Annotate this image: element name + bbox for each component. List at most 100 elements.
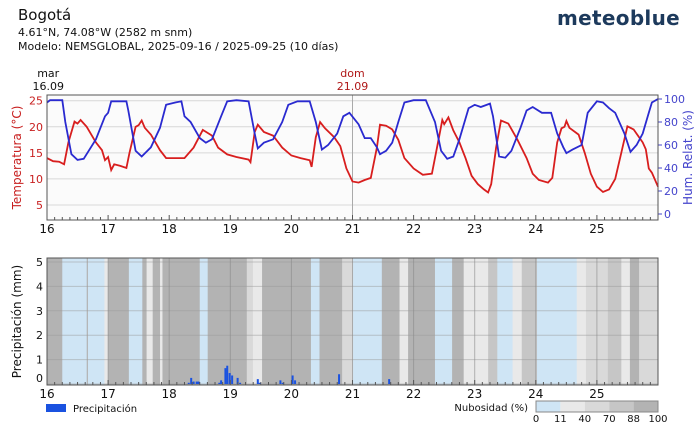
cloud-band	[488, 258, 498, 385]
cloud-legend-swatch	[584, 401, 610, 412]
x-tick-label: 20	[284, 222, 299, 236]
location-coordinates: 4.61°N, 74.08°W (2582 m snm)	[18, 26, 193, 39]
cloud-legend-level: 88	[627, 414, 640, 425]
x-tick-label: 21	[345, 222, 360, 236]
hum-tick-label: 60	[664, 139, 678, 152]
precip-tick-label: 2	[36, 329, 43, 342]
cloud-band	[381, 258, 401, 385]
precip-bar	[218, 382, 221, 384]
cloud-band	[108, 258, 130, 385]
cloud-band	[207, 258, 248, 385]
precip-tick-label: 3	[36, 305, 43, 318]
precip-bar	[187, 382, 190, 384]
cloud-band	[47, 258, 63, 385]
x-tick-label: 22	[406, 387, 421, 401]
precip-bar	[281, 382, 284, 384]
cloud-band	[262, 258, 312, 385]
cloud-band	[607, 258, 622, 385]
temp-tick-label: 10	[29, 173, 43, 186]
model-info: Modelo: NEMSGLOBAL, 2025-09-16 / 2025-09…	[18, 40, 339, 53]
cloud-band	[104, 258, 109, 385]
cloud-band	[62, 258, 88, 385]
precip-bar	[197, 381, 200, 384]
cloud-band	[86, 258, 89, 385]
x-tick-label: 22	[406, 222, 421, 236]
precip-bar	[294, 380, 297, 384]
x-tick-label: 18	[162, 387, 177, 401]
cloud-band	[463, 258, 489, 385]
precip-bar	[220, 380, 223, 384]
hum-tick-label: 0	[664, 208, 671, 221]
cloud-band	[152, 258, 161, 385]
x-tick-label: 20	[284, 387, 299, 401]
meteoblue-logo[interactable]: meteoblue	[557, 6, 680, 30]
precip-tick-label: 4	[36, 280, 43, 293]
temp-tick-label: 20	[29, 121, 43, 134]
cloud-band	[621, 258, 631, 385]
precip-bar	[195, 381, 198, 384]
cloud-band	[246, 258, 254, 385]
cloud-legend-level: 11	[554, 414, 567, 425]
x-tick-label: 16	[39, 222, 54, 236]
cloud-band	[310, 258, 321, 385]
cloud-band	[160, 258, 163, 385]
cloud-band	[87, 258, 105, 385]
cloud-band	[512, 258, 523, 385]
precip-bar	[291, 375, 294, 384]
temp-tick-label: 25	[29, 95, 43, 108]
precip-bar	[258, 382, 261, 384]
cloud-legend-swatch	[560, 401, 585, 412]
day-marker-date: 21.09	[337, 80, 369, 93]
x-tick-label: 19	[223, 222, 238, 236]
cloud-band	[162, 258, 201, 385]
hum-tick-label: 20	[664, 185, 678, 198]
cloud-legend-level: 100	[648, 414, 667, 425]
cloud-band	[576, 258, 587, 385]
x-tick-label: 19	[223, 387, 238, 401]
precip-legend-label: Precipitación	[73, 403, 137, 415]
precip-tick-label: 0	[36, 372, 43, 385]
cloud-band	[353, 258, 383, 385]
precip-bar	[338, 374, 341, 384]
x-tick-label: 21	[345, 387, 360, 401]
hum-tick-label: 80	[664, 116, 678, 129]
precip-bar	[388, 379, 391, 384]
precip-bar	[190, 377, 193, 384]
humidity-line	[46, 98, 659, 161]
precip-bar	[226, 365, 229, 384]
temperature-axis-label: Temperatura (°C)	[10, 106, 24, 211]
x-tick-label: 25	[589, 222, 604, 236]
precip-bar	[239, 382, 242, 384]
precipitation-axis-label: Precipitación (mm)	[10, 265, 24, 378]
hum-tick-label: 100	[664, 93, 685, 106]
cloud-legend-level: 40	[578, 414, 591, 425]
day-marker-date: 16.09	[32, 80, 64, 93]
day-marker-weekday: dom	[340, 67, 364, 80]
x-tick-label: 23	[467, 222, 482, 236]
precip-bar	[256, 379, 259, 384]
temp-tick-label: 15	[29, 147, 43, 160]
temperature-line	[46, 115, 659, 194]
cloud-band	[199, 258, 209, 385]
cloud-legend-frame	[535, 400, 659, 413]
precip-bar	[279, 380, 282, 384]
cloud-band	[497, 258, 514, 385]
precip-bar	[231, 375, 234, 384]
precip-tick-label: 5	[36, 256, 43, 269]
cloud-legend-swatch	[609, 401, 634, 412]
cloud-band	[146, 258, 154, 385]
x-tick-label: 23	[467, 387, 482, 401]
precip-legend-swatch	[46, 404, 66, 412]
x-tick-label: 17	[100, 222, 115, 236]
cloud-legend-level: 0	[533, 414, 539, 425]
cloud-band	[452, 258, 465, 385]
cloud-band	[521, 258, 538, 385]
cloud-band	[434, 258, 453, 385]
precip-tick-label: 1	[36, 354, 43, 367]
x-tick-label: 24	[528, 222, 543, 236]
hum-tick-label: 40	[664, 162, 678, 175]
cloud-band	[399, 258, 409, 385]
x-tick-label: 25	[589, 387, 604, 401]
cloud-legend-swatch	[536, 401, 561, 412]
